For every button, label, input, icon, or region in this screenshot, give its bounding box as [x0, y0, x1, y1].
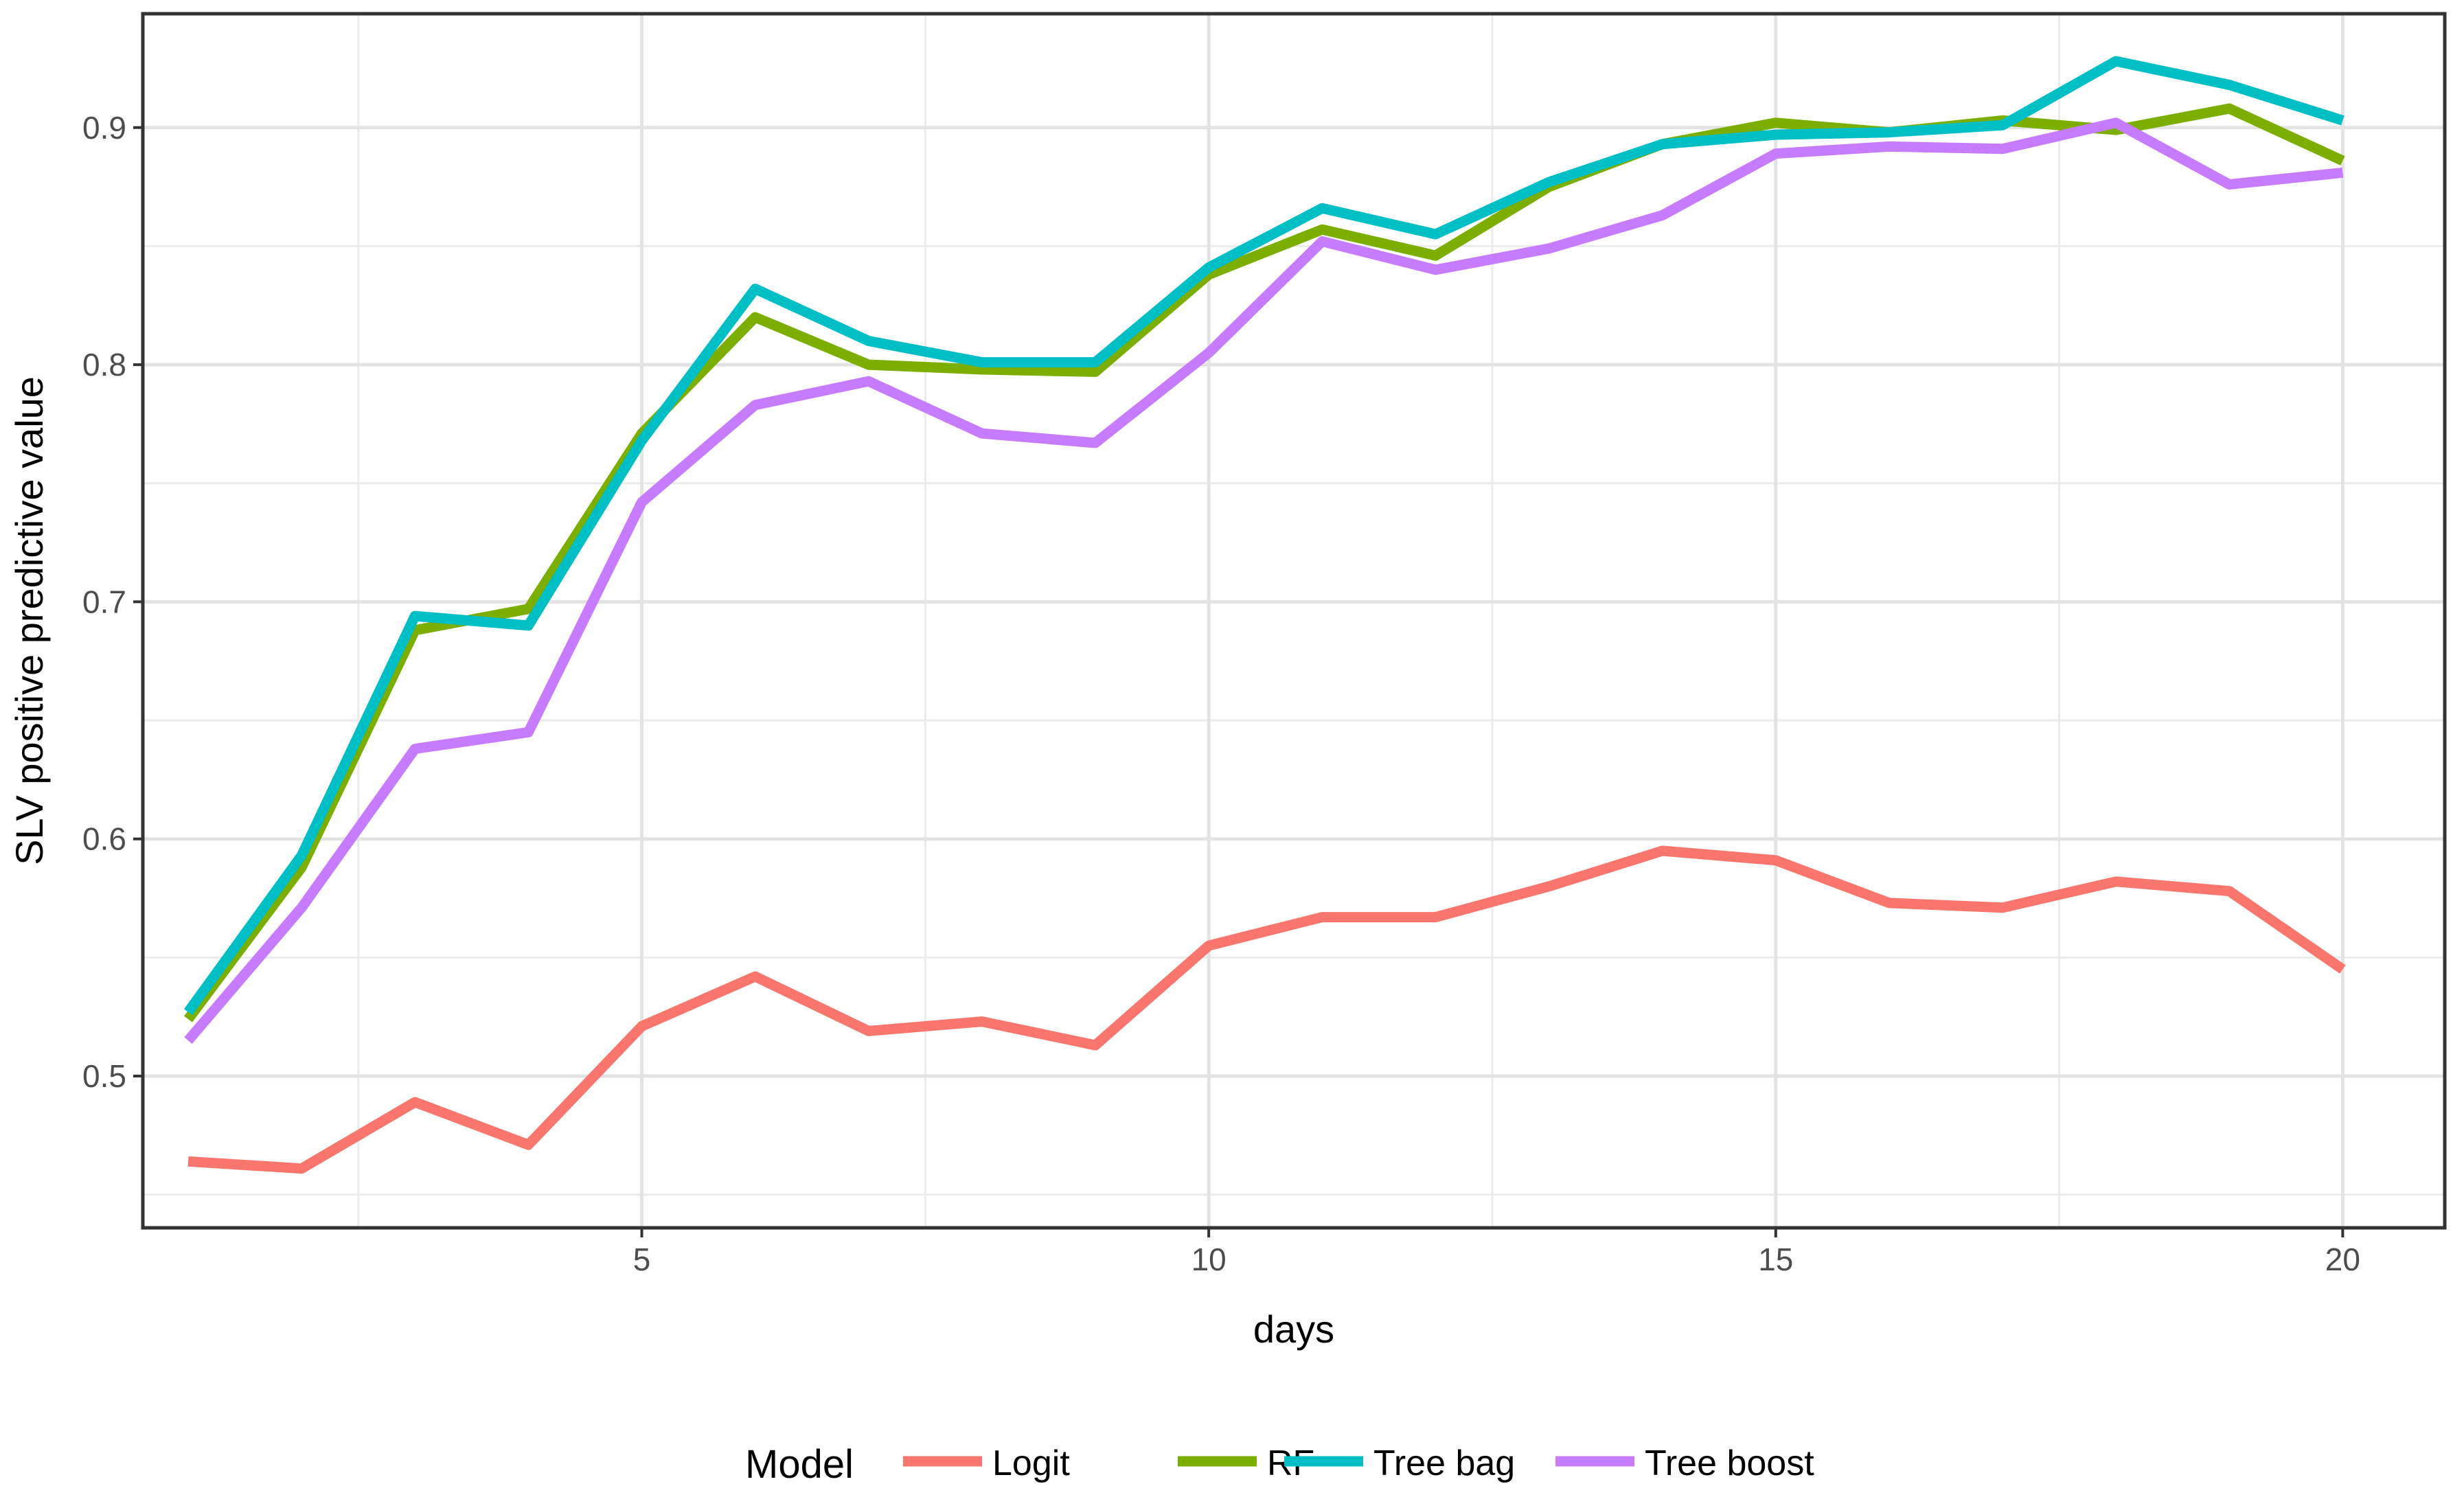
- x-tick-label: 5: [633, 1242, 651, 1277]
- y-axis-ticks: 0.5 0.6 0.7 0.8 0.9: [82, 110, 143, 1094]
- y-tick-label: 0.5: [82, 1058, 126, 1094]
- y-tick-label: 0.7: [82, 584, 126, 619]
- plot-panel-border: [141, 12, 2447, 1230]
- y-tick-label: 0.9: [82, 110, 126, 146]
- x-tick-label: 20: [2325, 1242, 2360, 1277]
- x-tick-label: 15: [1758, 1242, 1793, 1277]
- legend-label-logit: Logit: [992, 1443, 1070, 1483]
- x-axis-ticks: 5 10 15 20: [633, 1228, 2360, 1277]
- x-axis-title: days: [1253, 1307, 1334, 1351]
- legend-label-tree-boost: Tree boost: [1645, 1443, 1814, 1483]
- legend-title: Model: [745, 1442, 854, 1487]
- major-gridlines: [143, 14, 2445, 1228]
- y-axis-title: SLV positive predictive value: [8, 376, 51, 865]
- legend-label-tree-bag: Tree bag: [1373, 1443, 1515, 1483]
- series-line-logit: [187, 845, 2346, 1174]
- x-tick-label: 10: [1191, 1242, 1227, 1277]
- y-tick-label: 0.8: [82, 347, 126, 382]
- series-line-tree-bag: [183, 56, 2345, 1016]
- series-line-tree-boost: [184, 117, 2344, 1044]
- series-lines: [183, 56, 2346, 1174]
- y-tick-label: 0.6: [82, 821, 126, 857]
